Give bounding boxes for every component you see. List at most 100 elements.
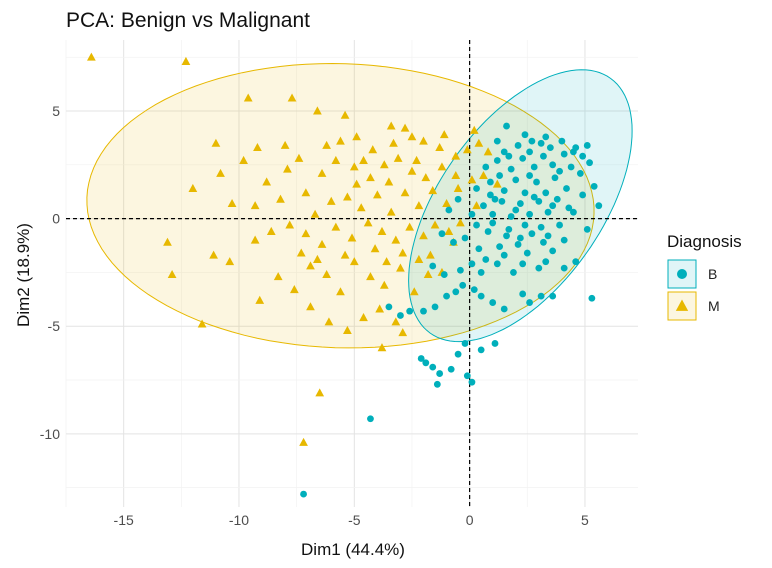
data-point-m [280, 140, 290, 149]
data-point-b [507, 165, 515, 173]
data-point-m [479, 170, 488, 180]
y-tick-label: -5 [48, 318, 61, 334]
data-point-b [470, 286, 478, 294]
data-point-m [386, 121, 396, 130]
data-point-b [521, 131, 529, 139]
data-point-m [373, 190, 382, 199]
x-tick-label: 0 [466, 512, 474, 528]
data-point-b [540, 152, 547, 160]
data-point-m [211, 138, 221, 147]
data-point-m [209, 250, 218, 259]
reference-lines [66, 40, 638, 507]
data-point-m [299, 437, 308, 446]
data-point-b [526, 210, 533, 218]
data-point-m [467, 175, 477, 184]
data-point-b [496, 172, 504, 179]
data-point-m [188, 183, 198, 192]
data-point-b [473, 185, 480, 192]
data-point-m [163, 237, 172, 246]
data-point-m [87, 52, 96, 61]
tick-labels: -15 -10 -5 0 5 5 0 -5 -10 [40, 103, 589, 528]
data-point-m [317, 168, 327, 177]
data-point-m [419, 231, 428, 240]
data-point-m [336, 287, 345, 296]
data-point-b [542, 258, 550, 266]
data-point-m [352, 179, 361, 188]
data-point-b [493, 137, 501, 145]
data-point-b [498, 198, 506, 205]
data-point-b [420, 307, 427, 315]
data-point-m [340, 110, 350, 119]
data-point-m [225, 257, 235, 266]
confidence-ellipse-m [86, 62, 595, 349]
data-point-m [414, 201, 424, 210]
data-point-b [445, 206, 453, 214]
data-point-b [475, 245, 483, 253]
data-point-b [496, 243, 504, 250]
data-point-m [349, 257, 359, 266]
data-point-b [489, 219, 497, 227]
data-point-m [384, 177, 394, 186]
data-point-b [556, 221, 563, 229]
data-point-m [331, 222, 341, 231]
data-point-b [422, 359, 430, 367]
data-point-m [483, 147, 493, 156]
data-point-b [530, 193, 538, 201]
data-point-m [276, 194, 285, 203]
data-point-m [366, 272, 375, 281]
data-point-m [250, 201, 260, 210]
data-point-m [377, 226, 387, 235]
x-tick-label: 5 [581, 512, 589, 528]
data-point-m [310, 209, 320, 218]
data-point-m [340, 250, 350, 259]
data-point-m [322, 269, 331, 279]
data-point-b [505, 225, 513, 233]
data-point-m [289, 285, 299, 294]
data-point-b [537, 292, 545, 300]
data-point-b [440, 271, 448, 278]
legend-label-b: B [708, 266, 717, 282]
data-point-b [542, 189, 550, 197]
data-point-m [301, 229, 311, 238]
data-point-b [521, 221, 529, 229]
data-point-m [386, 207, 396, 216]
data-point-b [468, 210, 476, 218]
data-point-m [285, 220, 295, 229]
data-point-m [366, 173, 375, 182]
data-point-b [526, 299, 533, 306]
data-point-b [500, 251, 508, 259]
data-point-b [526, 172, 533, 179]
data-point-m [181, 56, 191, 65]
data-point-m [472, 201, 481, 210]
data-point-b [436, 370, 444, 377]
data-point-b [493, 260, 501, 268]
data-point-b [482, 163, 490, 171]
data-point-m [363, 218, 373, 227]
data-point-m [253, 143, 262, 152]
data-point-b [530, 163, 538, 171]
data-point-b [486, 191, 494, 199]
data-point-b [544, 208, 552, 216]
data-point-b [459, 281, 467, 289]
data-point-b [505, 152, 513, 160]
x-tick-label: -5 [348, 512, 361, 528]
data-point-b [433, 380, 441, 388]
data-point-b [514, 241, 522, 248]
x-tick-label: -15 [114, 512, 134, 528]
data-point-m [315, 388, 325, 397]
data-point-b [482, 256, 490, 263]
data-point-m [370, 244, 380, 253]
legend-items: BM [667, 259, 720, 321]
data-point-b [579, 191, 587, 199]
data-point-m [492, 179, 502, 188]
data-point-b [551, 174, 559, 182]
data-point-b [583, 142, 591, 149]
data-point-b [463, 372, 471, 380]
data-point-b [546, 144, 554, 152]
data-point-b [537, 139, 545, 147]
data-point-b [549, 247, 557, 255]
data-point-m [389, 138, 398, 147]
data-point-m [407, 166, 417, 175]
data-point-b [461, 234, 469, 242]
